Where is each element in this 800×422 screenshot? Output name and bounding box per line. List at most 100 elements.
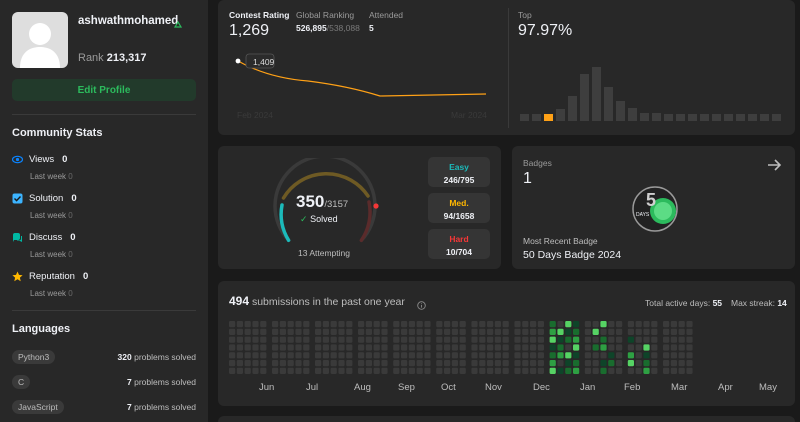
heatmap-cell[interactable] bbox=[229, 367, 236, 374]
heatmap-cell[interactable] bbox=[537, 344, 544, 351]
heatmap-cell[interactable] bbox=[451, 328, 458, 335]
heatmap-cell[interactable] bbox=[252, 352, 259, 359]
heatmap-cell[interactable] bbox=[573, 321, 580, 328]
heatmap-cell[interactable] bbox=[479, 344, 486, 351]
heatmap-cell[interactable] bbox=[330, 321, 337, 328]
heatmap-cell[interactable] bbox=[424, 344, 431, 351]
heatmap-cell[interactable] bbox=[459, 360, 466, 367]
heatmap-cell[interactable] bbox=[252, 344, 259, 351]
heatmap-cell[interactable] bbox=[678, 344, 685, 351]
heatmap-cell[interactable] bbox=[616, 360, 623, 367]
heatmap-cell[interactable] bbox=[471, 360, 478, 367]
heatmap-cell[interactable] bbox=[315, 321, 322, 328]
heatmap-cell[interactable] bbox=[358, 352, 365, 359]
heatmap-cell[interactable] bbox=[279, 367, 286, 374]
heatmap-cell[interactable] bbox=[663, 352, 670, 359]
heatmap-cell[interactable] bbox=[416, 352, 423, 359]
heatmap-cell[interactable] bbox=[584, 360, 591, 367]
heatmap-cell[interactable] bbox=[651, 352, 658, 359]
heatmap-cell[interactable] bbox=[346, 321, 353, 328]
heatmap-cell[interactable] bbox=[229, 328, 236, 335]
heatmap-cell[interactable] bbox=[346, 336, 353, 343]
heatmap-cell[interactable] bbox=[303, 336, 310, 343]
heatmap-cell[interactable] bbox=[514, 367, 521, 374]
heatmap-cell[interactable] bbox=[272, 321, 279, 328]
heatmap-cell[interactable] bbox=[530, 360, 537, 367]
rating-point[interactable] bbox=[235, 58, 241, 64]
language-tag[interactable]: C bbox=[12, 375, 31, 389]
heatmap-cell[interactable] bbox=[373, 336, 380, 343]
heatmap-cell[interactable] bbox=[616, 367, 623, 374]
heatmap-cell[interactable] bbox=[408, 352, 415, 359]
heatmap-cell[interactable] bbox=[627, 344, 634, 351]
heatmap-cell[interactable] bbox=[565, 328, 572, 335]
heatmap-cell[interactable] bbox=[494, 328, 501, 335]
heatmap-cell[interactable] bbox=[557, 321, 564, 328]
heatmap-cell[interactable] bbox=[459, 344, 466, 351]
heatmap-cell[interactable] bbox=[522, 352, 529, 359]
heatmap-cell[interactable] bbox=[393, 328, 400, 335]
heatmap-cell[interactable] bbox=[229, 336, 236, 343]
heatmap-cell[interactable] bbox=[260, 328, 267, 335]
heatmap-cell[interactable] bbox=[338, 352, 345, 359]
heatmap-cell[interactable] bbox=[670, 328, 677, 335]
easy-box[interactable]: Easy 246/795 bbox=[428, 157, 490, 187]
heatmap-cell[interactable] bbox=[635, 352, 642, 359]
heatmap-cell[interactable] bbox=[616, 336, 623, 343]
heatmap-cell[interactable] bbox=[436, 336, 443, 343]
heatmap-cell[interactable] bbox=[565, 352, 572, 359]
heatmap-cell[interactable] bbox=[358, 360, 365, 367]
heatmap-cell[interactable] bbox=[635, 328, 642, 335]
heatmap-cell[interactable] bbox=[557, 344, 564, 351]
heatmap-cell[interactable] bbox=[584, 321, 591, 328]
heatmap-cell[interactable] bbox=[416, 360, 423, 367]
heatmap-cell[interactable] bbox=[600, 360, 607, 367]
heatmap-cell[interactable] bbox=[260, 344, 267, 351]
heatmap-cell[interactable] bbox=[244, 367, 251, 374]
heatmap-cell[interactable] bbox=[549, 367, 556, 374]
heatmap-cell[interactable] bbox=[346, 360, 353, 367]
heatmap-cell[interactable] bbox=[436, 328, 443, 335]
heatmap-cell[interactable] bbox=[260, 367, 267, 374]
heatmap-cell[interactable] bbox=[451, 360, 458, 367]
heatmap-cell[interactable] bbox=[373, 328, 380, 335]
heatmap-cell[interactable] bbox=[584, 336, 591, 343]
heatmap-cell[interactable] bbox=[651, 321, 658, 328]
heatmap-cell[interactable] bbox=[287, 336, 294, 343]
heatmap-cell[interactable] bbox=[627, 336, 634, 343]
heatmap-cell[interactable] bbox=[616, 328, 623, 335]
heatmap-cell[interactable] bbox=[381, 336, 388, 343]
heatmap-cell[interactable] bbox=[663, 321, 670, 328]
heatmap-cell[interactable] bbox=[522, 344, 529, 351]
heatmap-cell[interactable] bbox=[670, 321, 677, 328]
heatmap-cell[interactable] bbox=[608, 321, 615, 328]
heatmap-cell[interactable] bbox=[436, 360, 443, 367]
heatmap-cell[interactable] bbox=[279, 321, 286, 328]
heatmap-cell[interactable] bbox=[522, 328, 529, 335]
heatmap-cell[interactable] bbox=[381, 321, 388, 328]
heatmap-cell[interactable] bbox=[451, 336, 458, 343]
heatmap-cell[interactable] bbox=[502, 360, 509, 367]
heatmap-cell[interactable] bbox=[616, 321, 623, 328]
heatmap-cell[interactable] bbox=[252, 367, 259, 374]
heatmap-cell[interactable] bbox=[608, 360, 615, 367]
heatmap-cell[interactable] bbox=[416, 367, 423, 374]
heatmap-cell[interactable] bbox=[252, 328, 259, 335]
heatmap-cell[interactable] bbox=[252, 360, 259, 367]
heatmap-cell[interactable] bbox=[315, 360, 322, 367]
heatmap-cell[interactable] bbox=[393, 321, 400, 328]
heatmap-cell[interactable] bbox=[502, 336, 509, 343]
heatmap-cell[interactable] bbox=[279, 328, 286, 335]
heatmap-cell[interactable] bbox=[663, 367, 670, 374]
heatmap-cell[interactable] bbox=[393, 360, 400, 367]
heatmap-cell[interactable] bbox=[557, 367, 564, 374]
heatmap-cell[interactable] bbox=[522, 336, 529, 343]
heatmap-cell[interactable] bbox=[365, 344, 372, 351]
heatmap-cell[interactable] bbox=[322, 344, 329, 351]
heatmap-cell[interactable] bbox=[678, 352, 685, 359]
heatmap-cell[interactable] bbox=[338, 336, 345, 343]
heatmap-cell[interactable] bbox=[295, 336, 302, 343]
heatmap-cell[interactable] bbox=[236, 360, 243, 367]
heatmap-cell[interactable] bbox=[502, 321, 509, 328]
heatmap-cell[interactable] bbox=[573, 360, 580, 367]
